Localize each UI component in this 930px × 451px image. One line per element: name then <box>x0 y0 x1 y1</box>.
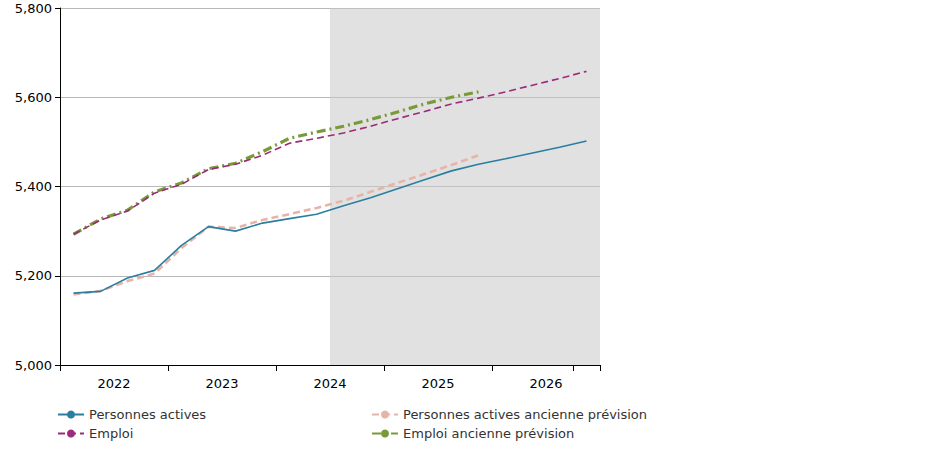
svg-text:2024: 2024 <box>313 376 346 391</box>
svg-text:5,600: 5,600 <box>15 90 52 105</box>
svg-text:5,200: 5,200 <box>15 268 52 283</box>
svg-text:5,000: 5,000 <box>15 358 52 373</box>
svg-text:Personnes actives ancienne pré: Personnes actives ancienne prévision <box>403 407 647 422</box>
svg-text:2023: 2023 <box>205 376 238 391</box>
svg-text:2025: 2025 <box>421 376 454 391</box>
svg-text:5,800: 5,800 <box>15 1 52 16</box>
svg-text:5,400: 5,400 <box>15 179 52 194</box>
svg-text:Emploi ancienne prévision: Emploi ancienne prévision <box>403 426 574 441</box>
svg-text:Emploi: Emploi <box>89 426 133 441</box>
svg-text:2022: 2022 <box>97 376 130 391</box>
svg-text:2026: 2026 <box>529 376 562 391</box>
svg-text:Personnes actives: Personnes actives <box>89 407 206 422</box>
